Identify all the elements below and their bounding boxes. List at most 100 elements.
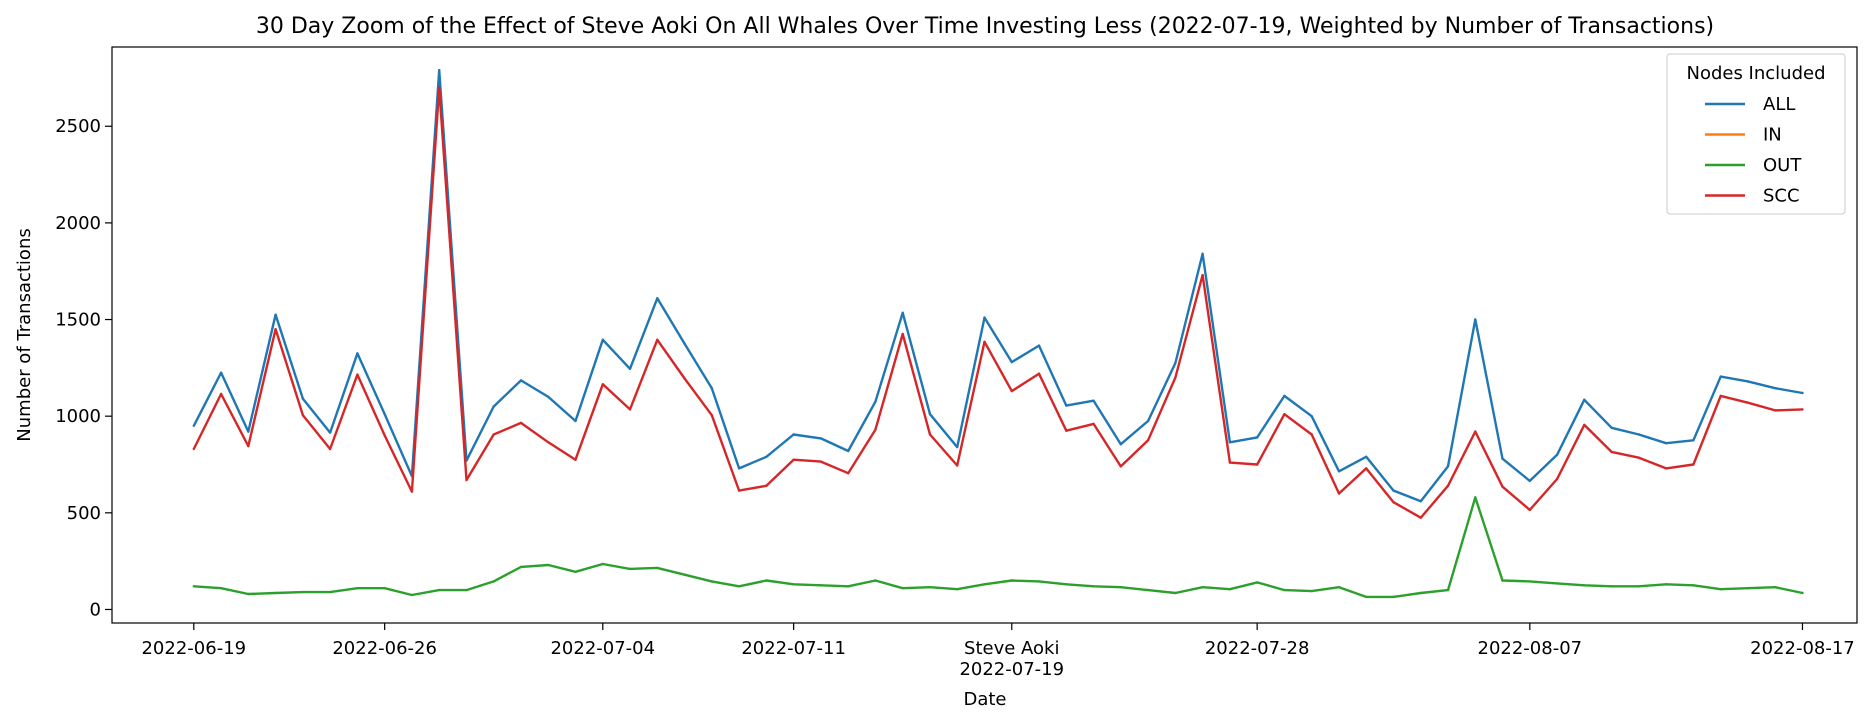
y-tick-label: 0 [90, 599, 101, 620]
data-point-out [1174, 591, 1177, 595]
x-tick-label: 2022-06-19 [141, 638, 246, 659]
data-point-out [956, 588, 959, 591]
data-point-all [656, 297, 659, 300]
data-point-scc [1037, 372, 1041, 375]
data-point-out [901, 587, 904, 590]
data-point-scc [547, 441, 550, 444]
data-point-all [1555, 453, 1559, 456]
y-tick-label: 500 [67, 503, 101, 524]
data-point-scc [874, 428, 877, 431]
data-point-scc [192, 447, 195, 451]
y-tick-label: 1000 [55, 406, 101, 427]
data-point-scc [301, 414, 305, 417]
data-point-all [1092, 399, 1095, 402]
data-point-all [219, 371, 223, 374]
data-point-all [601, 338, 604, 341]
data-point-scc [683, 377, 686, 380]
data-point-out [1419, 591, 1423, 595]
x-axis-title: Date [963, 689, 1006, 710]
x-tick-label: 2022-07-19 [959, 659, 1064, 680]
data-point-scc [1419, 516, 1423, 519]
data-point-scc [574, 458, 577, 461]
data-point-out [274, 591, 277, 595]
data-point-all [1201, 252, 1204, 255]
data-point-scc [1664, 467, 1668, 470]
data-point-scc [656, 338, 659, 341]
data-point-out [1664, 583, 1668, 586]
data-point-out [1446, 588, 1450, 592]
data-point-out [547, 563, 550, 567]
data-point-out [301, 590, 305, 594]
data-point-out [656, 566, 659, 570]
x-tick-label: 2022-07-11 [741, 638, 846, 659]
data-point-scc [1555, 477, 1559, 481]
data-point-scc [1065, 429, 1068, 432]
legend-label-in: IN [1763, 125, 1782, 146]
data-point-out [1201, 586, 1204, 589]
data-point-all [1528, 479, 1532, 483]
chart-title: 30 Day Zoom of the Effect of Steve Aoki … [256, 14, 1714, 39]
data-point-out [438, 588, 441, 592]
data-point-all [1746, 380, 1750, 383]
data-point-scc [1256, 463, 1259, 466]
data-point-all [1037, 344, 1041, 347]
data-point-scc [247, 444, 250, 448]
data-point-all [1010, 360, 1013, 364]
x-tick-label: 2022-08-07 [1478, 638, 1583, 659]
data-point-out [1392, 595, 1395, 599]
data-point-out [737, 585, 741, 588]
data-point-all [956, 445, 959, 449]
data-point-out [1119, 586, 1123, 589]
data-point-all [328, 431, 332, 434]
series-line-scc [192, 86, 1803, 519]
data-point-scc [1228, 461, 1232, 464]
data-point-all [710, 387, 713, 390]
data-point-scc [438, 86, 441, 89]
data-point-scc [1146, 439, 1150, 442]
data-point-all [765, 455, 768, 458]
data-point-scc [1719, 394, 1722, 398]
event-label: Steve Aoki [964, 638, 1059, 659]
data-point-scc [1692, 463, 1695, 466]
data-point-out [1474, 496, 1477, 499]
data-point-scc [983, 340, 986, 343]
data-point-all [928, 413, 932, 416]
x-tick-label: 2022-08-17 [1750, 638, 1855, 659]
data-point-scc [1310, 433, 1313, 436]
data-point-out [1501, 579, 1504, 582]
series-points-scc [192, 86, 1804, 519]
data-point-all [356, 352, 359, 355]
data-point-out [1065, 583, 1068, 586]
series-points-all [192, 69, 1804, 503]
data-point-out [1337, 586, 1341, 589]
data-point-all [1228, 441, 1232, 444]
data-point-scc [1774, 409, 1777, 412]
data-point-scc [356, 373, 359, 376]
data-point-out [601, 562, 604, 566]
data-point-all [1256, 436, 1259, 439]
data-point-all [1419, 500, 1423, 503]
data-point-out [1256, 581, 1259, 584]
data-point-out [710, 580, 713, 583]
data-point-scc [1746, 401, 1750, 404]
data-point-scc [1446, 484, 1450, 487]
data-point-out [628, 567, 632, 571]
data-point-all [574, 419, 577, 423]
data-point-scc [1174, 376, 1177, 379]
data-point-all [438, 69, 441, 72]
data-point-scc [1528, 508, 1532, 512]
data-point-all [1446, 465, 1450, 468]
data-point-out [1146, 588, 1150, 592]
data-point-out [1010, 579, 1013, 582]
legend: Nodes Included ALL IN OUT SCC [1666, 53, 1846, 215]
data-point-out [1092, 585, 1095, 588]
data-point-out [1555, 582, 1559, 585]
y-tick-label: 2000 [55, 213, 101, 234]
y-axis: 0 500 1000 1500 2000 2500 [55, 116, 112, 620]
data-point-all [192, 424, 195, 427]
data-point-scc [1010, 389, 1013, 393]
data-point-scc [1583, 423, 1586, 427]
data-point-scc [1119, 465, 1123, 468]
